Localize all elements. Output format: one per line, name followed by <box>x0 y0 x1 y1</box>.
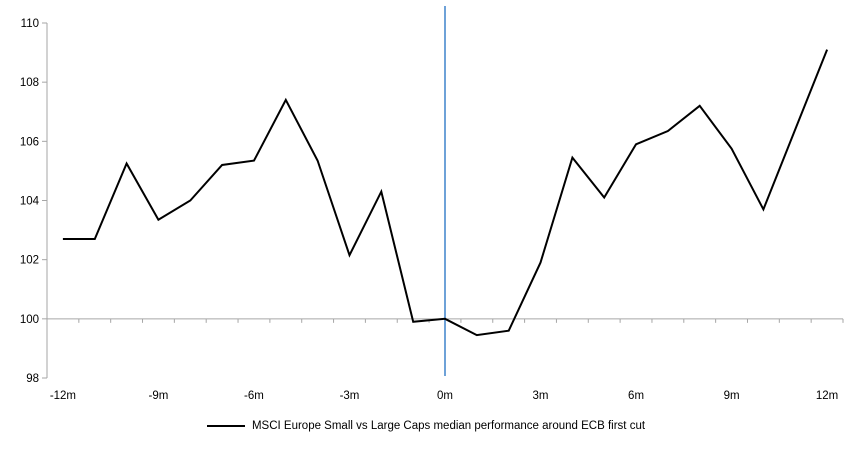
y-tick-label: 98 <box>26 373 39 385</box>
series-line-msci <box>62 49 829 337</box>
y-tick-label: 100 <box>20 314 39 326</box>
x-tick-label: 6m <box>628 390 644 402</box>
legend: MSCI Europe Small vs Large Caps median p… <box>0 420 852 432</box>
y-tick-label: 110 <box>21 18 39 30</box>
x-tick-label: -12m <box>50 390 76 402</box>
legend-label: MSCI Europe Small vs Large Caps median p… <box>251 420 646 432</box>
x-tick-label: 3m <box>533 390 549 402</box>
y-tick-label: 106 <box>20 136 39 148</box>
y-tick-label: 104 <box>20 196 40 208</box>
y-tick-label: 108 <box>20 77 39 89</box>
x-tick-label: 12m <box>816 390 838 402</box>
x-tick-label: 0m <box>437 390 453 402</box>
x-tick-label: -6m <box>244 390 264 402</box>
x-tick-label: -3m <box>340 390 360 402</box>
y-tick-label: 102 <box>20 255 39 267</box>
x-tick-label: 9m <box>724 390 740 402</box>
x-tick-label: -9m <box>149 390 169 402</box>
legend-line-sample <box>206 425 245 427</box>
